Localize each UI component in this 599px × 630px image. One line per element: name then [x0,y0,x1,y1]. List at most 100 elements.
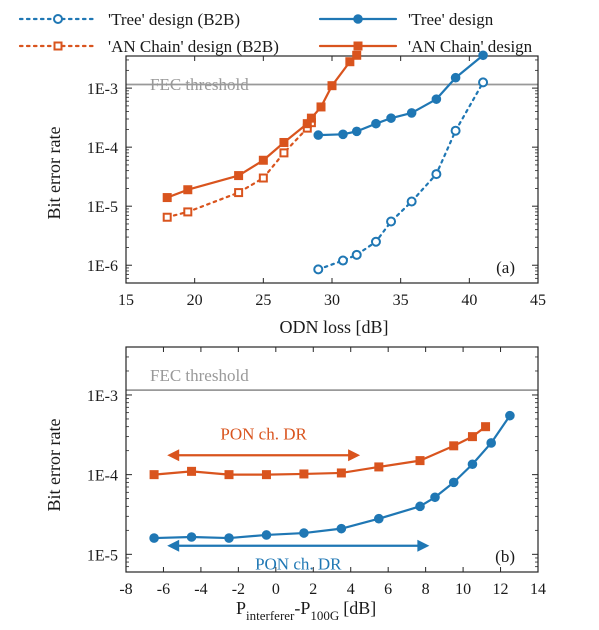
panel-b-series-1-point [299,528,309,538]
panel-b-annotation-arrow-0 [167,449,361,462]
panel-b-xtick-label: 4 [347,581,355,598]
panel-a-series-0-point [431,169,442,180]
panel-a-threshold-label: FEC threshold [150,75,249,94]
panel-a-series-0-point [478,77,489,88]
panel-b-series-0-point [336,468,346,478]
panel-a-series-1-point [478,50,488,61]
panel-b-plot: -8 -6 -4 -2 0 2 4 6 8 10 12 14 1E-5 1E-4 1E-3 PON ch. D… [87,346,546,598]
panel-b: -8 -6 -4 -2 0 2 4 6 8 10 12 14 1E-5 1E-4 1E-3 PON ch. D… [44,346,546,623]
panel-a-series-3-point [327,81,337,91]
panel-a-series-3-point [316,102,326,112]
panel-b-xlabel-unit: [dB] [343,598,376,618]
panel-a-series-1-point [450,72,461,83]
panel-a-ylabel: Bit error rate [44,127,64,220]
panel-a-series-line-1 [317,54,485,137]
legend-label-1: 'Tree' design [408,10,494,29]
panel-a-series-1-point [338,129,348,140]
panel-a-series-1-point [386,113,396,123]
panel-b-threshold-label: FEC threshold [150,366,249,385]
panel-b-ytick-label: 1E-4 [87,468,118,485]
panel-a-xtick-label: 20 [187,292,203,309]
panel-a-series-0-point [450,125,461,136]
panel-a-ytick-label: 1E-5 [87,199,118,216]
panel-b-xtick-label: 10 [455,581,471,598]
panel-b-series-0-point [149,470,159,480]
panel-b-annotation-arrow-0-head-left [167,449,180,462]
panel-a-series-0-point [370,236,381,247]
panel-b-series-line-1 [152,414,512,540]
panel-b-annotation-arrow-1-head-left [167,539,180,552]
legend: 'Tree' design (B2B) 'Tree' design 'AN Chai… [18,10,533,56]
panel-b-label: (b) [495,547,515,566]
panel-a-series-3-point [234,171,244,181]
panel-a-series-0-point [337,255,348,266]
panel-b-xtick-label: -8 [119,581,132,598]
panel-a-series-2-point [258,173,268,183]
panel-a-series-2-point [183,207,193,217]
panel-b-series-1-point [374,513,384,524]
panel-b-xtick-label: 14 [530,581,546,598]
panel-a-series-3-point [306,113,316,123]
panel-a-series-1-point [351,126,362,137]
panel-b-xlabel-sub2: 100G [310,608,339,623]
panel-b-ytick-label: 1E-5 [87,547,118,564]
panel-a-series-3-point [345,57,355,67]
panel-b-xtick-label: -4 [194,581,207,598]
panel-b-series-0-point [224,470,234,480]
panel-a-label: (a) [496,258,515,277]
panel-b-xtick-label: 12 [493,581,509,598]
panel-a-series-3-point [183,185,193,195]
legend-marker-0 [53,14,63,24]
panel-a-series-0-point [313,264,324,275]
panel-b-series-0-point [415,456,425,466]
panel-b-series-1-point [336,523,347,534]
legend-label-2: 'AN Chain' design (B2B) [108,37,279,56]
panel-b-series-1-point [149,533,159,543]
panel-b-xtick-label: 2 [309,581,317,598]
panel-a-series-1-point [313,130,324,140]
panel-a-series-2-point [234,188,244,198]
panel-a-series-line-0 [317,81,485,271]
panel-a-series-2-point [162,212,172,222]
panel-b-annotation-text-0: PON ch. DR [220,424,307,443]
panel-b-series-1-point [224,533,234,543]
panel-a-xlabel: ODN loss [dB] [279,317,388,337]
panel-a-series-0-point [406,196,417,207]
panel-a-series-1-point [431,94,442,104]
panel-a-series-0-point [351,249,362,260]
panel-b-series-1-point [448,477,459,488]
legend-marker-2 [53,41,63,51]
panel-a-ytick-label: 1E-4 [87,140,118,157]
panel-b-xlabel-main: P [236,598,246,618]
panel-b-series-1-point [415,501,425,512]
panel-b-xtick-label: 6 [384,581,392,598]
panel-b-series-0-point [481,422,491,432]
panel-a-xtick-label: 45 [530,292,546,309]
panel-b-series-0-point [449,441,459,451]
panel-a-series-3-point [352,50,362,60]
panel-b-series-1-point [467,459,478,470]
panel-a-series-0-point [386,216,397,227]
legend-marker-1 [353,14,363,24]
legend-label-0: 'Tree' design (B2B) [108,10,240,29]
panel-b-series-1-point [430,492,440,503]
legend-label-3: 'AN Chain' design [408,37,533,56]
panel-b-series-1-point [505,410,515,421]
panel-a-xtick-label: 25 [255,292,271,309]
panel-b-xtick-label: 8 [422,581,430,598]
panel-b-series-0-point [187,466,197,476]
panel-a-plot: 15 20 25 30 35 40 45 1E-6 1E-5 1E-4 1E-3 [87,50,546,309]
panel-b-ytick-label: 1E-3 [87,388,118,405]
panel-b-series-1-point [261,530,272,540]
panel-b-annotation-arrow-1 [167,539,430,552]
panel-b-annotation-text-1: PON ch. DR [255,554,342,573]
panel-b-annotation-arrow-1-head-right [417,539,430,552]
panel-a-xtick-label: 35 [393,292,409,309]
panel-a-xtick-label: 15 [118,292,134,309]
panel-b-xlabel-mid: -P [294,598,310,618]
panel-a-series-1-point [406,108,417,118]
panel-b-ylabel: Bit error rate [44,419,64,512]
panel-b-series-0-point [467,432,477,442]
panel-b-xlabel: Pinterferer-P100G [dB] [236,598,376,623]
